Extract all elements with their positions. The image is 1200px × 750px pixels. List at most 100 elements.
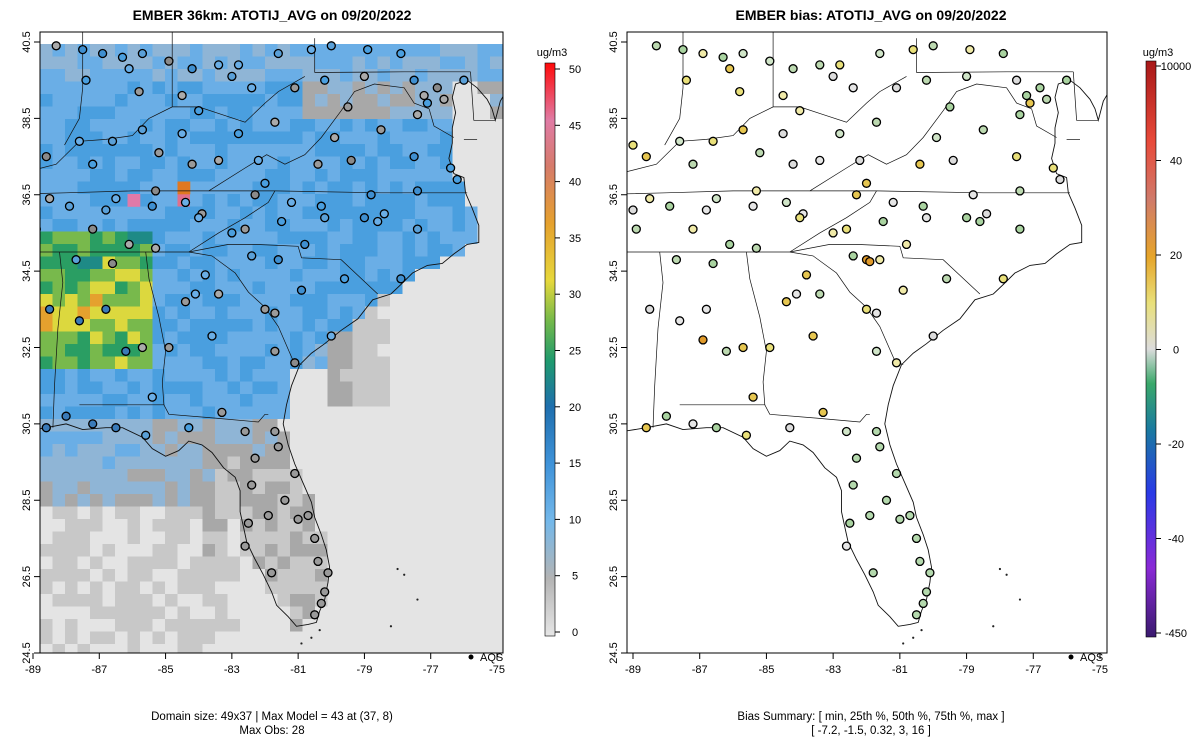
heatmap-cell bbox=[477, 369, 491, 382]
heatmap-cell bbox=[465, 631, 478, 645]
heatmap-cell bbox=[390, 169, 403, 182]
heatmap-cell bbox=[215, 619, 228, 632]
heatmap-cell bbox=[252, 419, 266, 432]
heatmap-cell bbox=[502, 494, 503, 507]
heatmap-cell bbox=[40, 481, 53, 495]
heatmap-cell bbox=[490, 156, 503, 170]
heatmap-cell bbox=[452, 431, 466, 445]
heatmap-cell bbox=[227, 381, 241, 395]
heatmap-cell bbox=[165, 144, 178, 157]
heatmap-cell bbox=[40, 519, 53, 532]
heatmap-cell bbox=[152, 356, 166, 370]
heatmap-cell bbox=[402, 606, 416, 620]
heatmap-cell bbox=[390, 494, 403, 507]
heatmap-cell bbox=[340, 281, 353, 295]
heatmap-cell bbox=[215, 144, 228, 157]
heatmap-cell bbox=[165, 69, 178, 82]
heatmap-cell bbox=[265, 481, 278, 495]
heatmap-cell bbox=[127, 119, 141, 132]
heatmap-cell bbox=[240, 44, 253, 57]
heatmap-cell bbox=[65, 144, 78, 157]
heatmap-cell bbox=[152, 494, 166, 507]
heatmap-cell bbox=[340, 456, 353, 470]
heatmap-cell bbox=[240, 531, 253, 545]
aqs-station-marker bbox=[313, 556, 323, 567]
heatmap-cell bbox=[140, 481, 153, 495]
heatmap-cell bbox=[215, 419, 228, 432]
heatmap-cell bbox=[490, 519, 503, 532]
heatmap-cell bbox=[115, 331, 128, 345]
heatmap-cell bbox=[390, 131, 403, 145]
heatmap-cell bbox=[315, 381, 328, 395]
heatmap-cell bbox=[227, 419, 241, 432]
heatmap-cell bbox=[227, 81, 241, 95]
heatmap-cell bbox=[152, 169, 166, 182]
heatmap-cell bbox=[227, 606, 241, 620]
heatmap-cell bbox=[452, 281, 466, 295]
aqs-station-marker bbox=[290, 468, 300, 479]
heatmap-cell bbox=[465, 381, 478, 395]
heatmap-cell bbox=[290, 319, 303, 332]
heatmap-cell bbox=[315, 94, 328, 107]
heatmap-cell bbox=[215, 369, 228, 382]
heatmap-cell bbox=[452, 544, 466, 557]
heatmap-cell bbox=[152, 344, 166, 357]
aqs-station-marker bbox=[137, 342, 148, 353]
heatmap-cell bbox=[502, 194, 503, 207]
heatmap-cell bbox=[202, 506, 216, 520]
heatmap-cell bbox=[352, 281, 366, 295]
heatmap-cell bbox=[177, 556, 191, 570]
heatmap-cell bbox=[315, 369, 328, 382]
heatmap-cell bbox=[190, 469, 203, 482]
bias-station-marker bbox=[911, 533, 922, 544]
heatmap-cell bbox=[40, 431, 53, 445]
heatmap-cell bbox=[302, 381, 316, 395]
heatmap-cell bbox=[327, 94, 341, 107]
bias-station-marker bbox=[738, 125, 748, 135]
left-x-tick-label: -83 bbox=[224, 664, 240, 676]
bias-station-marker bbox=[861, 178, 872, 188]
heatmap-cell bbox=[90, 194, 103, 207]
heatmap-cell bbox=[390, 519, 403, 532]
heatmap-cell bbox=[40, 619, 53, 632]
heatmap-cell bbox=[202, 144, 216, 157]
aqs-station-marker bbox=[439, 94, 449, 104]
heatmap-cell bbox=[40, 269, 53, 282]
heatmap-cell bbox=[215, 244, 228, 257]
heatmap-cell bbox=[427, 331, 441, 345]
heatmap-cell bbox=[165, 644, 178, 653]
heatmap-cell bbox=[115, 356, 128, 370]
heatmap-cell bbox=[40, 231, 53, 245]
heatmap-cell bbox=[290, 394, 303, 407]
heatmap-cell bbox=[190, 481, 203, 495]
heatmap-cell bbox=[290, 269, 303, 282]
right-y-tick-label: 36.5 bbox=[608, 184, 620, 205]
heatmap-cell bbox=[402, 619, 416, 632]
heatmap-cell bbox=[402, 519, 416, 532]
heatmap-cell bbox=[377, 106, 391, 120]
heatmap-cell bbox=[152, 306, 166, 320]
heatmap-cell bbox=[227, 594, 241, 607]
heatmap-cell bbox=[477, 519, 491, 532]
heatmap-cell bbox=[115, 181, 128, 195]
heatmap-cell bbox=[440, 569, 453, 582]
bias-station-marker bbox=[765, 342, 775, 353]
heatmap-cell bbox=[365, 406, 378, 420]
heatmap-cell bbox=[227, 256, 241, 270]
heatmap-cell bbox=[40, 331, 53, 345]
heatmap-cell bbox=[277, 81, 291, 95]
heatmap-cell bbox=[315, 444, 328, 457]
heatmap-cell bbox=[90, 281, 103, 295]
aqs-station-marker bbox=[366, 190, 376, 200]
heatmap-cell bbox=[127, 581, 141, 595]
heatmap-cell bbox=[52, 394, 66, 407]
heatmap-cell bbox=[202, 569, 216, 582]
heatmap-cell bbox=[65, 331, 78, 345]
heatmap-cell bbox=[265, 194, 278, 207]
heatmap-cell bbox=[215, 219, 228, 232]
heatmap-cell bbox=[40, 131, 53, 145]
heatmap-cell bbox=[377, 456, 391, 470]
heatmap-cell bbox=[177, 331, 191, 345]
heatmap-cell bbox=[115, 406, 128, 420]
heatmap-cell bbox=[477, 506, 491, 520]
